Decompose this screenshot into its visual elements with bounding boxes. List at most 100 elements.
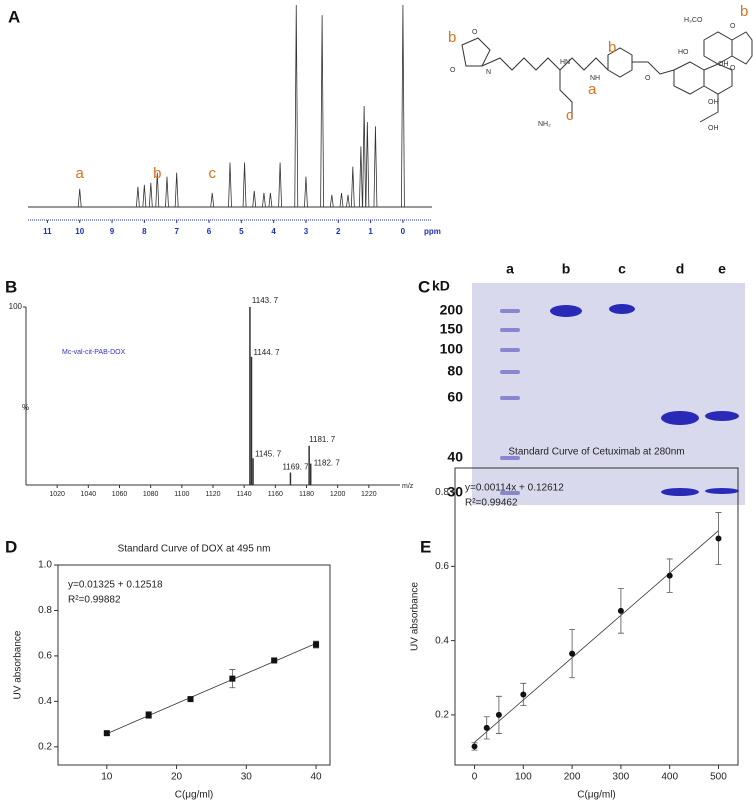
y-tick-label: 0.8: [38, 605, 52, 616]
point: [715, 535, 722, 542]
point: [483, 724, 490, 731]
y-tick-label: 0.4: [38, 696, 52, 707]
structure-highlight: b: [740, 3, 748, 20]
peak: [228, 162, 232, 208]
x-tick-label: 1140: [237, 491, 252, 498]
x-tick-label: 1020: [49, 491, 65, 498]
peak: [329, 194, 334, 208]
peak: [148, 182, 153, 208]
peak-annotation: b: [153, 165, 161, 182]
peak: [262, 192, 266, 208]
trendline: [106, 643, 317, 735]
peak: [155, 172, 160, 208]
ladder-band: [500, 396, 520, 400]
protein-band: [609, 304, 635, 314]
x-label: C(μg/ml): [175, 790, 214, 801]
gel-lane-label: a: [506, 261, 514, 277]
trendline: [474, 530, 719, 743]
ladder-band: [500, 328, 520, 332]
x-tick-label: 0: [472, 772, 478, 783]
atom-label: OH: [718, 61, 729, 68]
x-tick-label: 1040: [81, 491, 97, 498]
structure-highlight: b: [608, 39, 616, 56]
y-tick-label: 0.8: [435, 487, 449, 498]
structure-highlight: c: [566, 107, 574, 124]
x-tick-label: 1120: [205, 491, 220, 498]
x-tick-label: 100: [515, 772, 532, 783]
equation: y=0.00114x + 0.12612: [465, 483, 564, 494]
peak: [365, 122, 370, 208]
gel-lane-label: b: [562, 261, 571, 277]
gel-marker-label: 200: [440, 302, 464, 318]
chart-title: Standard Curve of DOX at 495 nm: [118, 544, 271, 555]
x-label: C(μg/ml): [577, 790, 616, 801]
peak: [77, 188, 82, 208]
peak: [165, 176, 169, 208]
x-tick-label: 3: [304, 227, 309, 236]
x-tick-label: 10: [101, 772, 113, 783]
x-tick-label: 1160: [268, 491, 283, 498]
atom-label: HN: [560, 59, 570, 66]
y-label: UV absorbance: [410, 582, 421, 651]
y-tick-label: 0.6: [38, 651, 52, 662]
panel-label: E: [420, 537, 431, 556]
y-label: UV absorbance: [13, 630, 24, 699]
y-tick-label: 0.2: [38, 741, 52, 752]
peak: [268, 192, 273, 208]
y-tick-label: 0.6: [435, 561, 449, 572]
legend: Mc-val-cit-PAB-DOX: [62, 349, 126, 356]
x-tick-label: 1180: [299, 491, 314, 498]
x-tick-label: 0: [401, 227, 406, 236]
atom-label: O: [730, 23, 736, 30]
x-tick-label: 200: [564, 772, 581, 783]
x-tick-label: 1080: [143, 491, 159, 498]
point: [617, 607, 624, 614]
peak: [210, 192, 215, 208]
x-tick-label: 1200: [330, 491, 346, 498]
atom-label: HO: [678, 49, 689, 56]
point: [229, 675, 236, 682]
ladder-band: [500, 491, 520, 495]
gel-marker-label: 40: [447, 449, 463, 465]
x-tick-label: 9: [110, 227, 115, 236]
chart-title: Standard Curve of Cetuximab at 280nm: [508, 447, 684, 458]
structure-drawing: [461, 31, 753, 123]
protein-band: [705, 411, 739, 421]
plot-frame: [57, 564, 331, 766]
x-tick-label: 20: [171, 772, 183, 783]
x-tick-label: 1: [368, 227, 373, 236]
y-tick-label: 0.2: [435, 710, 449, 721]
protein-band: [661, 411, 699, 425]
panel-label: D: [5, 537, 17, 556]
peak: [142, 184, 147, 208]
ladder-band: [500, 309, 520, 313]
r-squared: R²=0.99882: [68, 595, 121, 606]
y-tick-label: 100: [9, 302, 23, 311]
atom-label: O: [730, 65, 736, 72]
peak: [135, 186, 140, 208]
peak: [339, 192, 344, 208]
y-tick-label: 0.4: [435, 635, 449, 646]
x-label: m/z: [402, 483, 414, 490]
peak-label: 1144. 7: [253, 348, 280, 357]
panel-label: A: [8, 7, 20, 26]
gel-lane-label: c: [618, 261, 626, 277]
peak: [358, 146, 363, 208]
peak: [350, 166, 355, 208]
plot-frame: [454, 467, 739, 766]
point: [471, 743, 478, 750]
structure-highlight: a: [588, 81, 597, 98]
x-tick-label: 2: [336, 227, 341, 236]
x-tick-label: 30: [241, 772, 253, 783]
peak: [252, 190, 257, 208]
x-tick-label: 1220: [361, 491, 377, 498]
protein-band: [661, 488, 699, 496]
atom-label: O: [450, 67, 456, 74]
structure-highlight: b: [448, 29, 456, 46]
gel-image: [472, 283, 745, 505]
gel-lane-label: d: [676, 261, 685, 277]
atom-label: OH: [708, 99, 719, 106]
x-tick-label: 6: [207, 227, 212, 236]
y-tick-label: 1.0: [38, 560, 52, 571]
